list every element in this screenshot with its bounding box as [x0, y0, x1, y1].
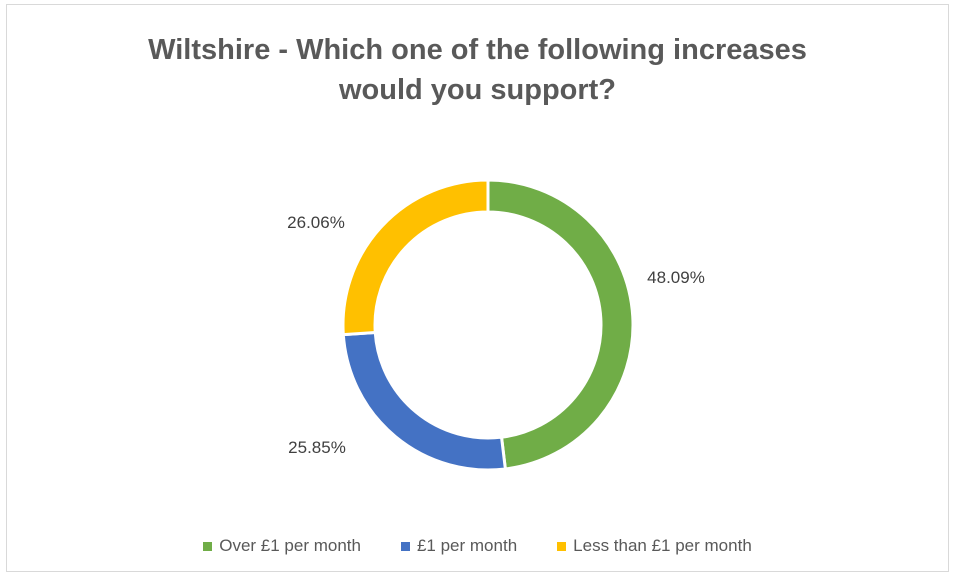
- data-label-over-1-per-month: 48.09%: [647, 268, 705, 287]
- legend-entry-less-than-1-per-month: Less than £1 per month: [557, 536, 752, 556]
- legend-label-over-1-per-month: Over £1 per month: [219, 536, 361, 555]
- legend-swatch-over-1-per-month: [203, 541, 213, 551]
- legend-label-1-per-month: £1 per month: [416, 536, 518, 555]
- chart-area: [6, 4, 949, 572]
- donut-slice-less-than-1-per-month: [341, 178, 490, 337]
- data-label-less-than-1-per-month: 26.06%: [287, 213, 345, 232]
- legend-swatch-1-per-month: [400, 541, 410, 551]
- legend: Over £1 per month £1 per month Less than…: [0, 536, 955, 556]
- legend-label-less-than-1-per-month: Less than £1 per month: [573, 536, 752, 555]
- chart-title: Wiltshire - Which one of the following i…: [0, 30, 955, 110]
- data-label-1-per-month: 25.85%: [288, 438, 346, 457]
- chart-title-line-1: Wiltshire - Which one of the following i…: [148, 34, 807, 66]
- legend-swatch-less-than-1-per-month: [557, 541, 567, 551]
- legend-entry-1-per-month: £1 per month: [400, 536, 518, 556]
- chart-title-line-2: would you support?: [338, 74, 617, 106]
- donut-slice-over-1-per-month: [486, 178, 635, 471]
- legend-entry-over-1-per-month: Over £1 per month: [203, 536, 361, 556]
- donut-slice-1-per-month: [341, 330, 508, 472]
